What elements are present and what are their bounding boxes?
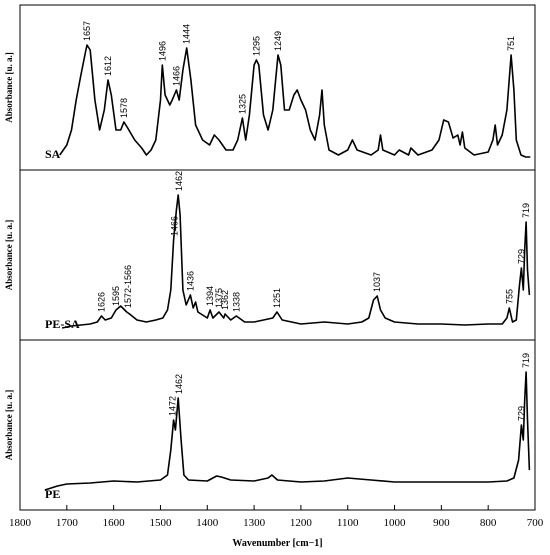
spectrum-line: [59, 44, 531, 158]
x-tick-label: 1700: [56, 517, 79, 529]
peak-label: 1472: [168, 396, 178, 416]
spectrum-name: PE-SA: [45, 317, 80, 331]
x-tick-label: 1800: [9, 517, 32, 529]
spectrum-line: [44, 371, 531, 491]
peak-label: 1612: [103, 56, 113, 76]
panel-frame: [19, 339, 536, 511]
peak-label: 1444: [182, 24, 192, 44]
y-axis-label: Absorbance [u. a.]: [4, 220, 14, 291]
x-tick-label: 700: [527, 517, 544, 529]
peak-label: 1657: [82, 21, 92, 41]
peak-label: 1496: [157, 41, 167, 61]
peak-label: 1249: [273, 31, 283, 51]
peak-label: 1295: [251, 36, 261, 56]
panel-frame: [19, 4, 536, 171]
peak-label: 1037: [372, 272, 382, 292]
y-axis-label: Absorbance [u. a.]: [4, 52, 14, 123]
peak-label: 719: [521, 353, 531, 368]
x-tick-label: 900: [433, 517, 450, 529]
peak-label: 1466: [170, 216, 180, 236]
x-tick-label: 1400: [196, 517, 219, 529]
peak-label: 1466: [171, 66, 181, 86]
spectrum-name: SA: [45, 147, 61, 161]
spectrum-line: [61, 194, 531, 329]
x-tick-label: 800: [480, 517, 497, 529]
peak-label: 1595: [111, 286, 121, 306]
spectrum-name: PE: [45, 487, 60, 501]
peak-label: 1436: [185, 271, 195, 291]
peak-label: 1325: [237, 94, 247, 114]
peak-label: 719: [521, 203, 531, 218]
peak-label: 1362: [220, 290, 230, 310]
peak-label: 1462: [174, 374, 184, 394]
peak-label: 1572-1566: [123, 265, 133, 308]
peak-label: 1375: [214, 288, 224, 308]
x-tick-label: 1100: [337, 517, 359, 529]
peak-label: 729: [516, 249, 526, 264]
peak-label: 1338: [231, 292, 241, 312]
x-tick-label: 1000: [384, 517, 407, 529]
x-tick-label: 1300: [243, 517, 266, 529]
peak-label: 1626: [96, 292, 106, 312]
peak-label: 1251: [272, 288, 282, 308]
peak-label: 1462: [174, 171, 184, 191]
peak-label: 751: [506, 36, 516, 51]
peak-label: 755: [504, 289, 514, 304]
peak-label: 1578: [119, 98, 129, 118]
panel-frame: [19, 169, 536, 341]
x-axis-label: Wavenumber [cm−1]: [232, 538, 322, 549]
peak-label: 1394: [205, 286, 215, 306]
x-tick-label: 1200: [290, 517, 313, 529]
peak-label: 729: [516, 406, 526, 421]
x-tick-label: 1600: [103, 517, 126, 529]
x-tick-label: 1500: [149, 517, 172, 529]
y-axis-label: Absorbance [u. a.]: [4, 390, 14, 461]
